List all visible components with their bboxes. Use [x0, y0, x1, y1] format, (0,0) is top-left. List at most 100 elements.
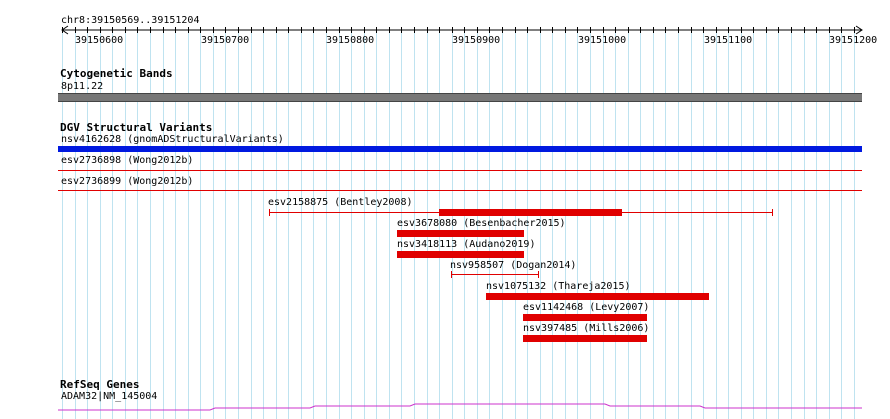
ruler-axis [61, 25, 863, 35]
grid-line [125, 32, 126, 419]
variant-line[interactable] [451, 274, 539, 275]
grid-line [251, 32, 252, 419]
grid-line [100, 32, 101, 419]
grid-line [590, 32, 591, 419]
grid-line [640, 32, 641, 419]
grid-line [150, 32, 151, 419]
grid-line [200, 32, 201, 419]
grid-line [540, 32, 541, 419]
grid-line [603, 32, 604, 419]
grid-line [326, 32, 327, 419]
grid-line [276, 32, 277, 419]
grid-line [552, 32, 553, 419]
grid-line [728, 32, 729, 419]
grid-line [188, 32, 189, 419]
cytoband-bar[interactable] [58, 93, 862, 102]
variant-end-tick [269, 209, 270, 216]
variant-bar[interactable] [397, 230, 524, 237]
grid-line [464, 32, 465, 419]
cytoband-label[interactable]: 8p11.22 [61, 81, 104, 92]
grid-line [841, 32, 842, 419]
ruler-tick-label: 39150700 [201, 35, 250, 46]
variant-bar-blue[interactable] [58, 146, 862, 152]
grid-line [163, 32, 164, 419]
grid-line [829, 32, 830, 419]
grid-line [778, 32, 779, 419]
grid-line [653, 32, 654, 419]
grid-line [753, 32, 754, 419]
track-title-cytobands: Cytogenetic Bands [60, 67, 173, 80]
grid-line [703, 32, 704, 419]
grid-line [527, 32, 528, 419]
track-title-dgv: DGV Structural Variants [60, 121, 213, 134]
grid-line [75, 32, 76, 419]
grid-line [515, 32, 516, 419]
grid-line [175, 32, 176, 419]
variant-line[interactable] [58, 170, 862, 171]
variant-label[interactable]: esv2736898 (Wong2012b) [61, 155, 194, 166]
grid-line [339, 32, 340, 419]
grid-line [615, 32, 616, 419]
grid-line [263, 32, 264, 419]
grid-line [691, 32, 692, 419]
grid-line [288, 32, 289, 419]
grid-line [389, 32, 390, 419]
variant-bar[interactable] [439, 209, 622, 216]
grid-line [804, 32, 805, 419]
grid-line [213, 32, 214, 419]
variant-label[interactable]: nsv3418113 (Audano2019) [397, 239, 536, 250]
grid-line [502, 32, 503, 419]
track-title-refseq: RefSeq Genes [60, 378, 140, 391]
grid-line [854, 32, 855, 419]
grid-line [741, 32, 742, 419]
grid-line [791, 32, 792, 419]
grid-line [225, 32, 226, 419]
grid-line [439, 32, 440, 419]
variant-label[interactable]: nsv4162628 (gnomADStructuralVariants) [61, 134, 284, 145]
variant-line[interactable] [58, 190, 862, 191]
grid-line [565, 32, 566, 419]
variant-label[interactable]: esv1142468 (Levy2007) [523, 302, 650, 313]
variant-label[interactable]: nsv397485 (Mills2006) [523, 323, 650, 334]
region-label: chr8:39150569..39151204 [61, 15, 200, 26]
variant-end-tick [538, 271, 539, 278]
gene-label[interactable]: ADAM32|NM_145004 [61, 391, 158, 402]
grid-line [301, 32, 302, 419]
grid-line [238, 32, 239, 419]
variant-end-tick [451, 271, 452, 278]
grid-line [401, 32, 402, 419]
grid-line [489, 32, 490, 419]
grid-line [766, 32, 767, 419]
grid-line [665, 32, 666, 419]
variant-label[interactable]: nsv1075132 (Thareja2015) [486, 281, 631, 292]
ruler-tick-label: 39151000 [578, 35, 627, 46]
grid-line [716, 32, 717, 419]
grid-line [628, 32, 629, 419]
ruler-tick-label: 39151200 [829, 35, 878, 46]
grid-line [477, 32, 478, 419]
variant-bar[interactable] [486, 293, 709, 300]
variant-end-tick [772, 209, 773, 216]
ruler-tick-label: 39151100 [704, 35, 753, 46]
variant-label[interactable]: esv2736899 (Wong2012b) [61, 176, 194, 187]
ruler-tick-label: 39150800 [326, 35, 375, 46]
variant-bar[interactable] [397, 251, 524, 258]
variant-bar[interactable] [523, 314, 647, 321]
grid-line [376, 32, 377, 419]
variant-label[interactable]: esv3678080 (Besenbacher2015) [397, 218, 566, 229]
grid-line [414, 32, 415, 419]
grid-line [112, 32, 113, 419]
variant-label[interactable]: nsv958507 (Dogan2014) [450, 260, 577, 271]
variant-label[interactable]: esv2158875 (Bentley2008) [268, 197, 413, 208]
grid-line [452, 32, 453, 419]
grid-line [313, 32, 314, 419]
grid-line [62, 32, 63, 419]
grid-line [816, 32, 817, 419]
grid-line [678, 32, 679, 419]
grid-line [351, 32, 352, 419]
variant-bar[interactable] [523, 335, 647, 342]
grid-line [364, 32, 365, 419]
grid-line [87, 32, 88, 419]
